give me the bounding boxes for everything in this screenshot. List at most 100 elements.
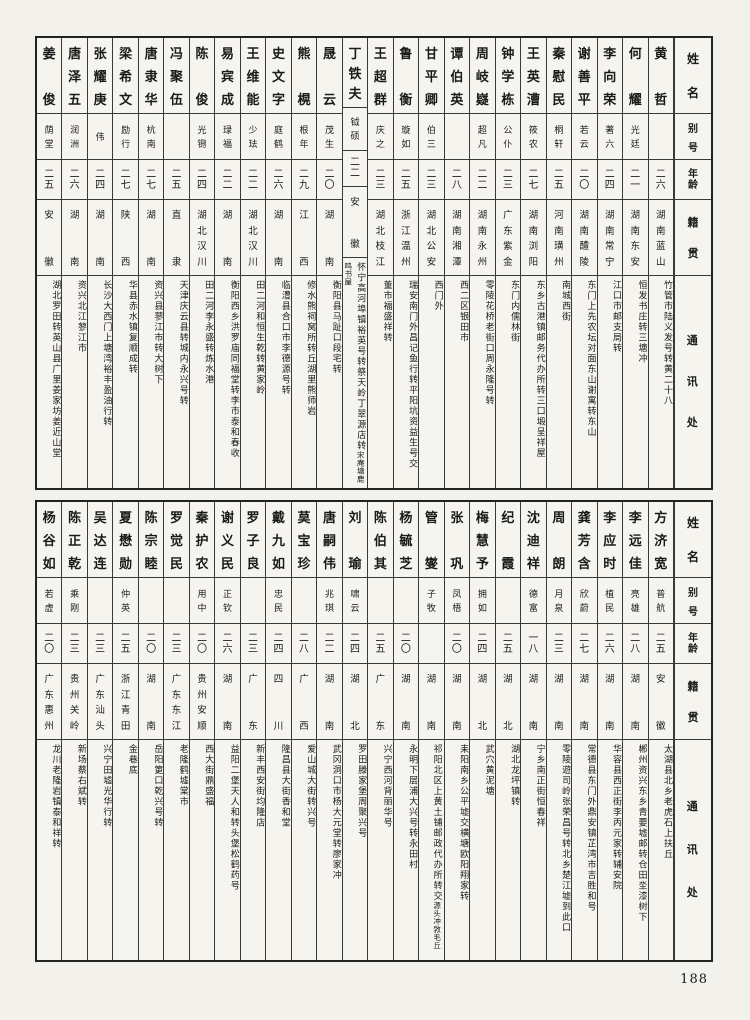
alias-cell: 子牧	[419, 578, 444, 624]
person-column: 罗子良二三广东新丰西安街均隆店	[240, 502, 267, 960]
age-cell: 二四	[87, 160, 113, 200]
address-cell: 西门外	[432, 280, 443, 312]
name-cell: 冯聚伍	[164, 38, 189, 114]
name-cell: 姜俊	[36, 38, 62, 114]
alias-cell: 光铏	[189, 114, 215, 160]
alias-cell: 钺硕	[342, 108, 368, 151]
age-cell: 二四	[266, 624, 291, 664]
person-column: 梁希文励行二七陕西华县赤水镇复顺成转	[113, 38, 139, 488]
alias-cell: 少珐	[240, 114, 266, 160]
age-cell: 二三	[546, 624, 572, 664]
directory-table-bottom: 姓名别号年龄籍贯通讯处方济宽普航二五安徽太湖县北乡老虎石上扶丘李远佳亮雄二八湖南…	[35, 500, 713, 962]
address-cell: 隆昌县大街香和堂	[279, 744, 290, 828]
person-column: 莫宝珍二八广西爱山城大街转兴号	[291, 502, 318, 960]
age-cell: 二三	[240, 624, 266, 664]
address-cell: 田二河和恒生乾转黄家岭	[254, 280, 265, 396]
address-cell: 兴宁西河背丽华号	[381, 744, 392, 828]
origin-cell: 湖南	[444, 664, 470, 740]
origin-cell: 浙江温州	[393, 200, 419, 276]
age-cell: 二二	[470, 160, 495, 200]
name-cell: 杨毓芝	[393, 502, 419, 578]
origin-cell: 湖南	[419, 664, 444, 740]
alias-cell: 荫堂	[36, 114, 62, 160]
person-column: 唐嗣伟兆琪二二湖南武冈洞口市杨大元堂转廖家冲	[317, 502, 343, 960]
name-cell: 罗觉民	[164, 502, 189, 578]
alias-cell: 月泉	[546, 578, 572, 624]
name-cell: 沈迪祥	[521, 502, 546, 578]
name-cell: 吴达连	[87, 502, 113, 578]
address-cell: 湖北龙坪镇转	[509, 744, 520, 807]
address-cell: 江口市邮支局转	[611, 280, 622, 354]
name-cell: 谢善平	[572, 38, 597, 114]
age-cell: 二六	[266, 160, 291, 200]
name-cell: 钟学栋	[495, 38, 521, 114]
alias-cell: 茂生	[317, 114, 342, 160]
person-column: 方济宽普航二五安徽太湖县北乡老虎石上扶丘	[648, 502, 674, 960]
origin-cell: 湖南	[138, 664, 164, 740]
age-cell: 二一	[623, 160, 648, 200]
name-cell: 何耀	[623, 38, 648, 114]
person-column: 夏懋勋仲英二五浙江青田金巷底	[113, 502, 139, 960]
person-column: 李远佳亮雄二八湖南郴州资兴东乡青要墟邮转仓田坔漆树下	[623, 502, 649, 960]
name-cell: 龚芳含	[572, 502, 597, 578]
person-column: 王维能少珐二二湖北汉川田二河和恒生乾转黄家岭	[240, 38, 267, 488]
name-cell: 丁铁夫	[342, 38, 368, 109]
age-cell: 二四	[470, 624, 495, 664]
person-column: 钟学栋公仆二三广东紫金东门内儒林街	[495, 38, 522, 488]
origin-cell: 江西	[291, 200, 317, 276]
person-column: 王英漕筱农二七湖南浏阳东乡古港镇邮务代办所转三口塅呈祥屋	[521, 38, 547, 488]
name-cell: 唐泽五	[62, 38, 87, 114]
address-cell: 武穴黄泥塘	[483, 744, 494, 797]
person-column: 秦慰民桐轩二五河南璜州南城西街	[546, 38, 573, 488]
name-cell: 陈伯其	[368, 502, 393, 578]
person-column: 鲁衡璇如二五浙江温州瑞安南门外昌记鱼行转平阳坑资益生号交	[393, 38, 420, 488]
origin-cell: 湖南醴陵	[572, 200, 597, 276]
alias-cell: 啸云	[342, 578, 368, 624]
address-cell: 西大街鼎盛福	[203, 744, 214, 807]
name-cell: 陈俊	[189, 38, 215, 114]
alias-cell	[164, 578, 189, 624]
origin-cell: 广东汕头	[87, 664, 113, 740]
age-cell: 二〇	[317, 160, 342, 200]
address-cell: 修水熊祠窝所转丘湖里熊师岩	[305, 280, 316, 417]
name-cell: 方济宽	[648, 502, 673, 578]
address-cell: 董市福盛祥转	[381, 280, 392, 343]
address-cell: 东乡古港镇邮务代办所转三口塅呈祥屋	[534, 280, 545, 459]
alias-cell: 庆之	[368, 114, 393, 160]
name-cell: 莫宝珍	[291, 502, 317, 578]
origin-cell: 湖南	[62, 200, 87, 276]
origin-cell: 湖北公安	[419, 200, 444, 276]
name-cell: 戴九如	[266, 502, 291, 578]
name-cell: 甘平卿	[419, 38, 444, 114]
alias-cell: 乘刚	[62, 578, 87, 624]
age-cell: 二七	[572, 624, 597, 664]
address-cell: 资兴县蓼江市转大树下	[152, 280, 163, 385]
name-cell: 黄哲	[648, 38, 673, 114]
person-column: 晟云茂生二〇湖南衡阳县马趾口段宅转	[317, 38, 343, 488]
origin-cell: 河南璜州	[546, 200, 572, 276]
person-column: 陈伯其二五广东兴宁西河背丽华号	[368, 502, 394, 960]
person-column: 张耀庚伟二四湖南长沙大西门上塘湾裕丰盈油行转	[87, 38, 114, 488]
age-cell: 二六	[648, 160, 673, 200]
person-column: 何耀光廷二一湖南东安恒发书庄转三塘冲	[623, 38, 649, 488]
origin-cell: 湖北汉川	[189, 200, 215, 276]
person-column: 谭伯英二八湖南湘潭西二区银田市	[444, 38, 471, 488]
address-cell: 太湖县北乡老虎石上扶丘	[662, 744, 672, 860]
alias-cell: 亮雄	[623, 578, 648, 624]
age-cell: 二八	[623, 624, 648, 664]
alias-cell: 光廷	[623, 114, 648, 160]
alias-cell: 用中	[189, 578, 215, 624]
person-column: 吴达连二三广东汕头兴宁田墟光华行转	[87, 502, 114, 960]
name-cell: 张巩	[444, 502, 470, 578]
alias-cell: 励行	[113, 114, 138, 160]
header-column: 姓名别号年龄籍贯通讯处	[674, 38, 711, 488]
person-column: 刘瑜啸云二四湖北罗田滕家堡周聚兴号	[342, 502, 369, 960]
age-cell: 二九	[291, 160, 317, 200]
origin-cell: 直隶	[164, 200, 189, 276]
alias-cell	[648, 114, 673, 160]
name-cell: 秦护农	[189, 502, 215, 578]
address-cell: 金巷底	[126, 744, 137, 776]
address-cell: 武冈洞口市杨大元堂转廖家冲	[330, 744, 341, 881]
origin-cell: 湖南	[266, 200, 291, 276]
age-cell: 二八	[444, 160, 470, 200]
